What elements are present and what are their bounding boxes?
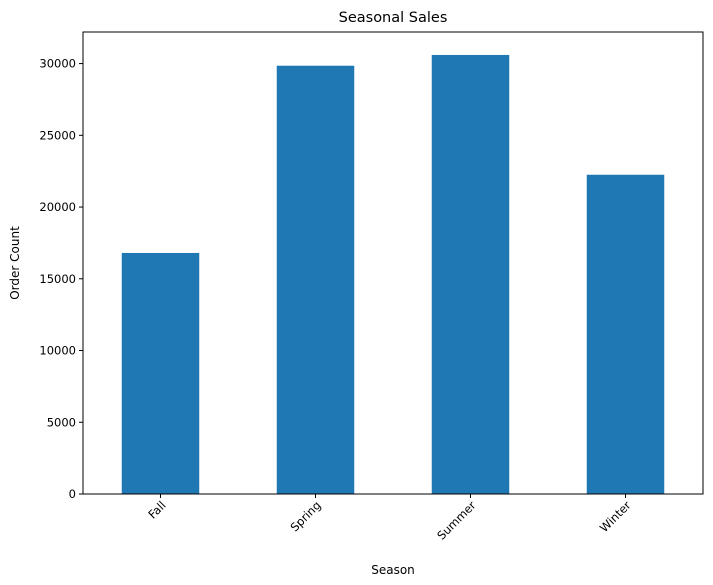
plot-area: 0 5000 10000 15000 20000 25000 30000 Fall Sprin… xyxy=(39,31,704,543)
bars-group xyxy=(121,54,665,495)
chart-title: Seasonal Sales xyxy=(339,10,448,26)
bar-spring xyxy=(276,65,355,494)
x-tick-label-fall: Fall xyxy=(145,498,168,521)
plot-frame xyxy=(82,31,704,495)
y-tick-label: 0 xyxy=(69,487,76,501)
y-tick-label: 30000 xyxy=(39,57,76,71)
y-tick-label: 20000 xyxy=(39,200,76,214)
bar-summer xyxy=(431,54,510,495)
y-tick-label: 25000 xyxy=(39,128,76,142)
y-tick-label: 10000 xyxy=(39,344,76,358)
x-tick-label-summer: Summer xyxy=(434,498,479,543)
x-axis-ticks: Fall Spring Summer Winter xyxy=(145,494,634,543)
y-tick-label: 5000 xyxy=(47,415,76,429)
bar-winter xyxy=(586,174,665,494)
x-tick-label-spring: Spring xyxy=(287,498,323,534)
bar-fall xyxy=(121,252,200,494)
y-axis-label: Order Count xyxy=(8,226,22,300)
y-axis-ticks: 0 5000 10000 15000 20000 25000 30000 xyxy=(39,57,83,501)
x-axis-label: Season xyxy=(371,563,415,577)
y-tick-label: 15000 xyxy=(39,272,76,286)
x-tick-label-winter: Winter xyxy=(597,498,634,535)
